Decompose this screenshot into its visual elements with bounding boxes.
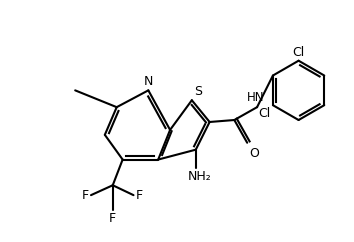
Text: Cl: Cl (292, 46, 305, 59)
Text: F: F (136, 189, 143, 202)
Text: N: N (144, 75, 153, 88)
Text: O: O (249, 147, 259, 160)
Text: Cl: Cl (259, 107, 271, 120)
Text: NH₂: NH₂ (188, 170, 212, 183)
Text: S: S (194, 85, 202, 98)
Text: F: F (109, 212, 116, 225)
Text: HN: HN (247, 91, 265, 104)
Text: F: F (82, 189, 89, 202)
